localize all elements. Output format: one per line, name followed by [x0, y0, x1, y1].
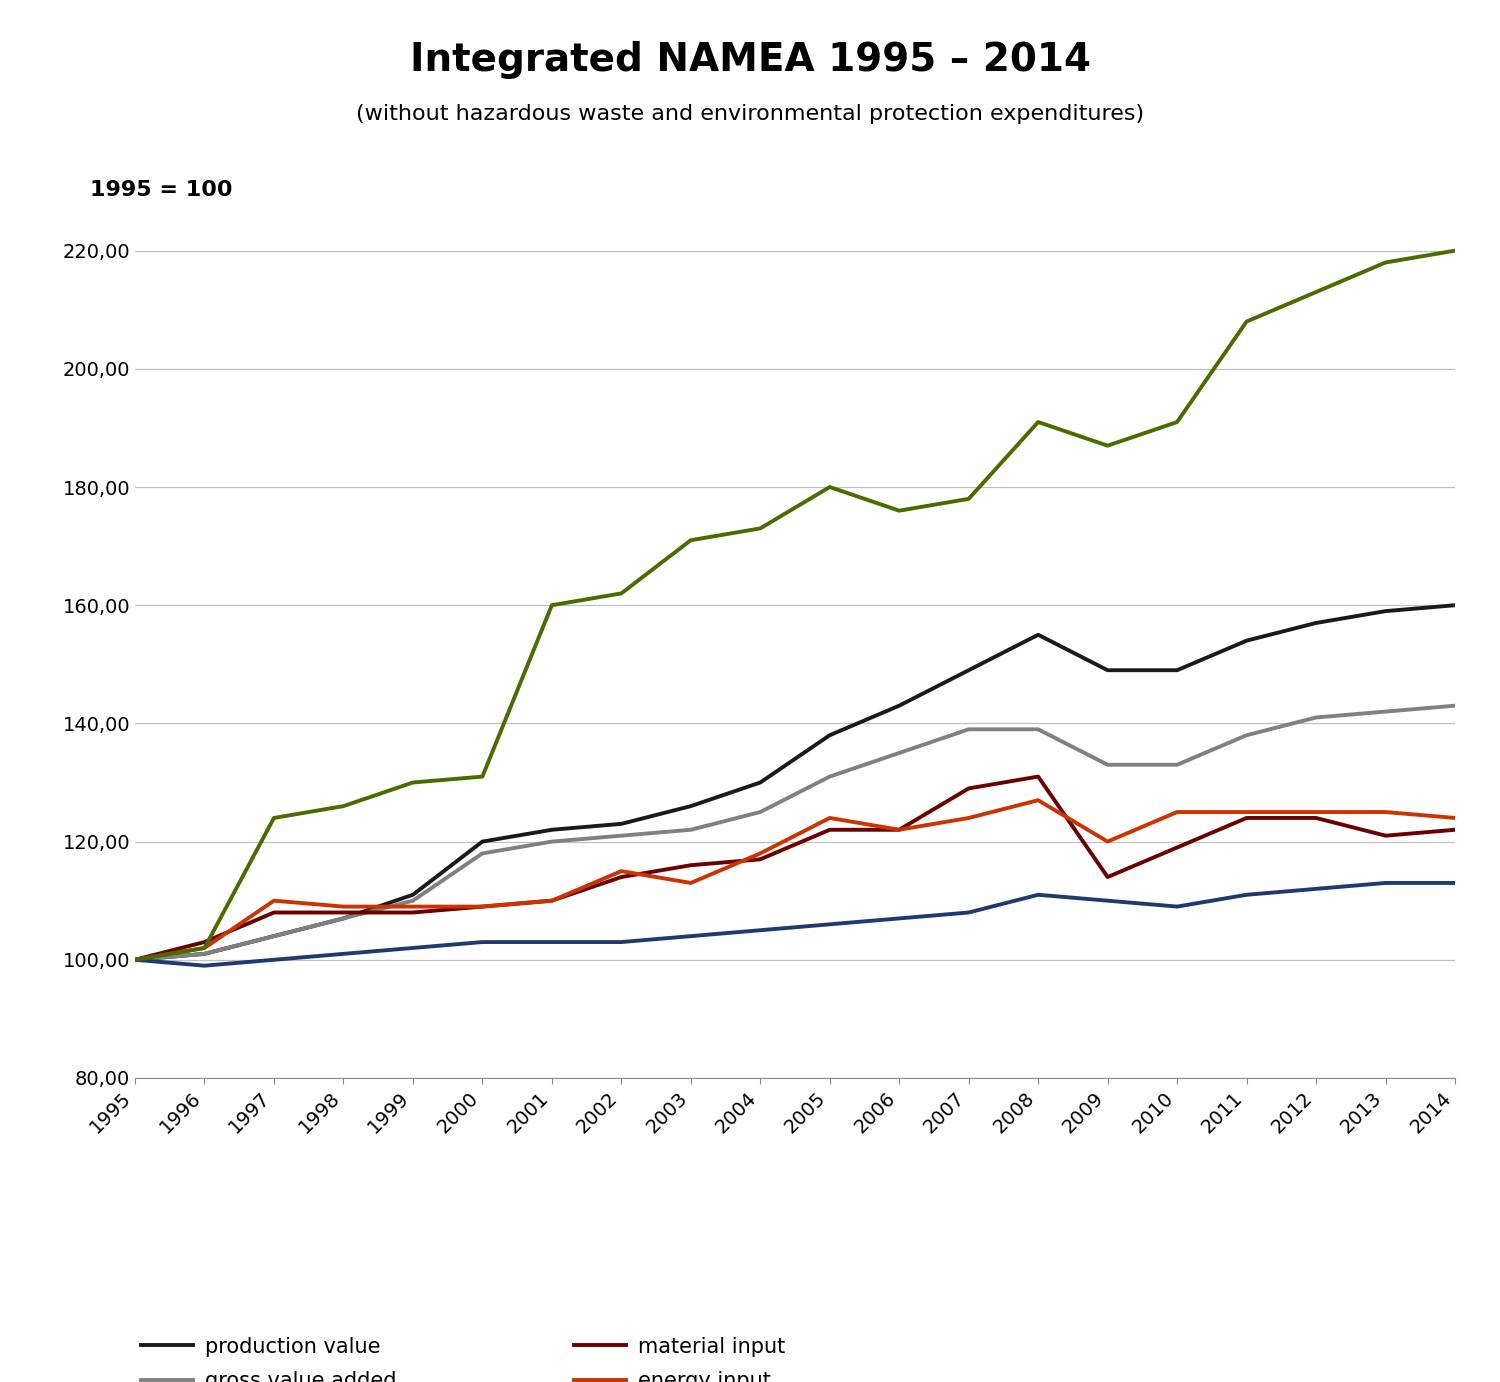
- Text: Integrated NAMEA 1995 – 2014: Integrated NAMEA 1995 – 2014: [410, 41, 1090, 79]
- Text: 1995 = 100: 1995 = 100: [90, 181, 232, 200]
- Text: (without hazardous waste and environmental protection expenditures): (without hazardous waste and environment…: [356, 104, 1144, 123]
- Legend: production value, gross value added, people in employment (FTEs), material input: production value, gross value added, peo…: [132, 1328, 861, 1382]
